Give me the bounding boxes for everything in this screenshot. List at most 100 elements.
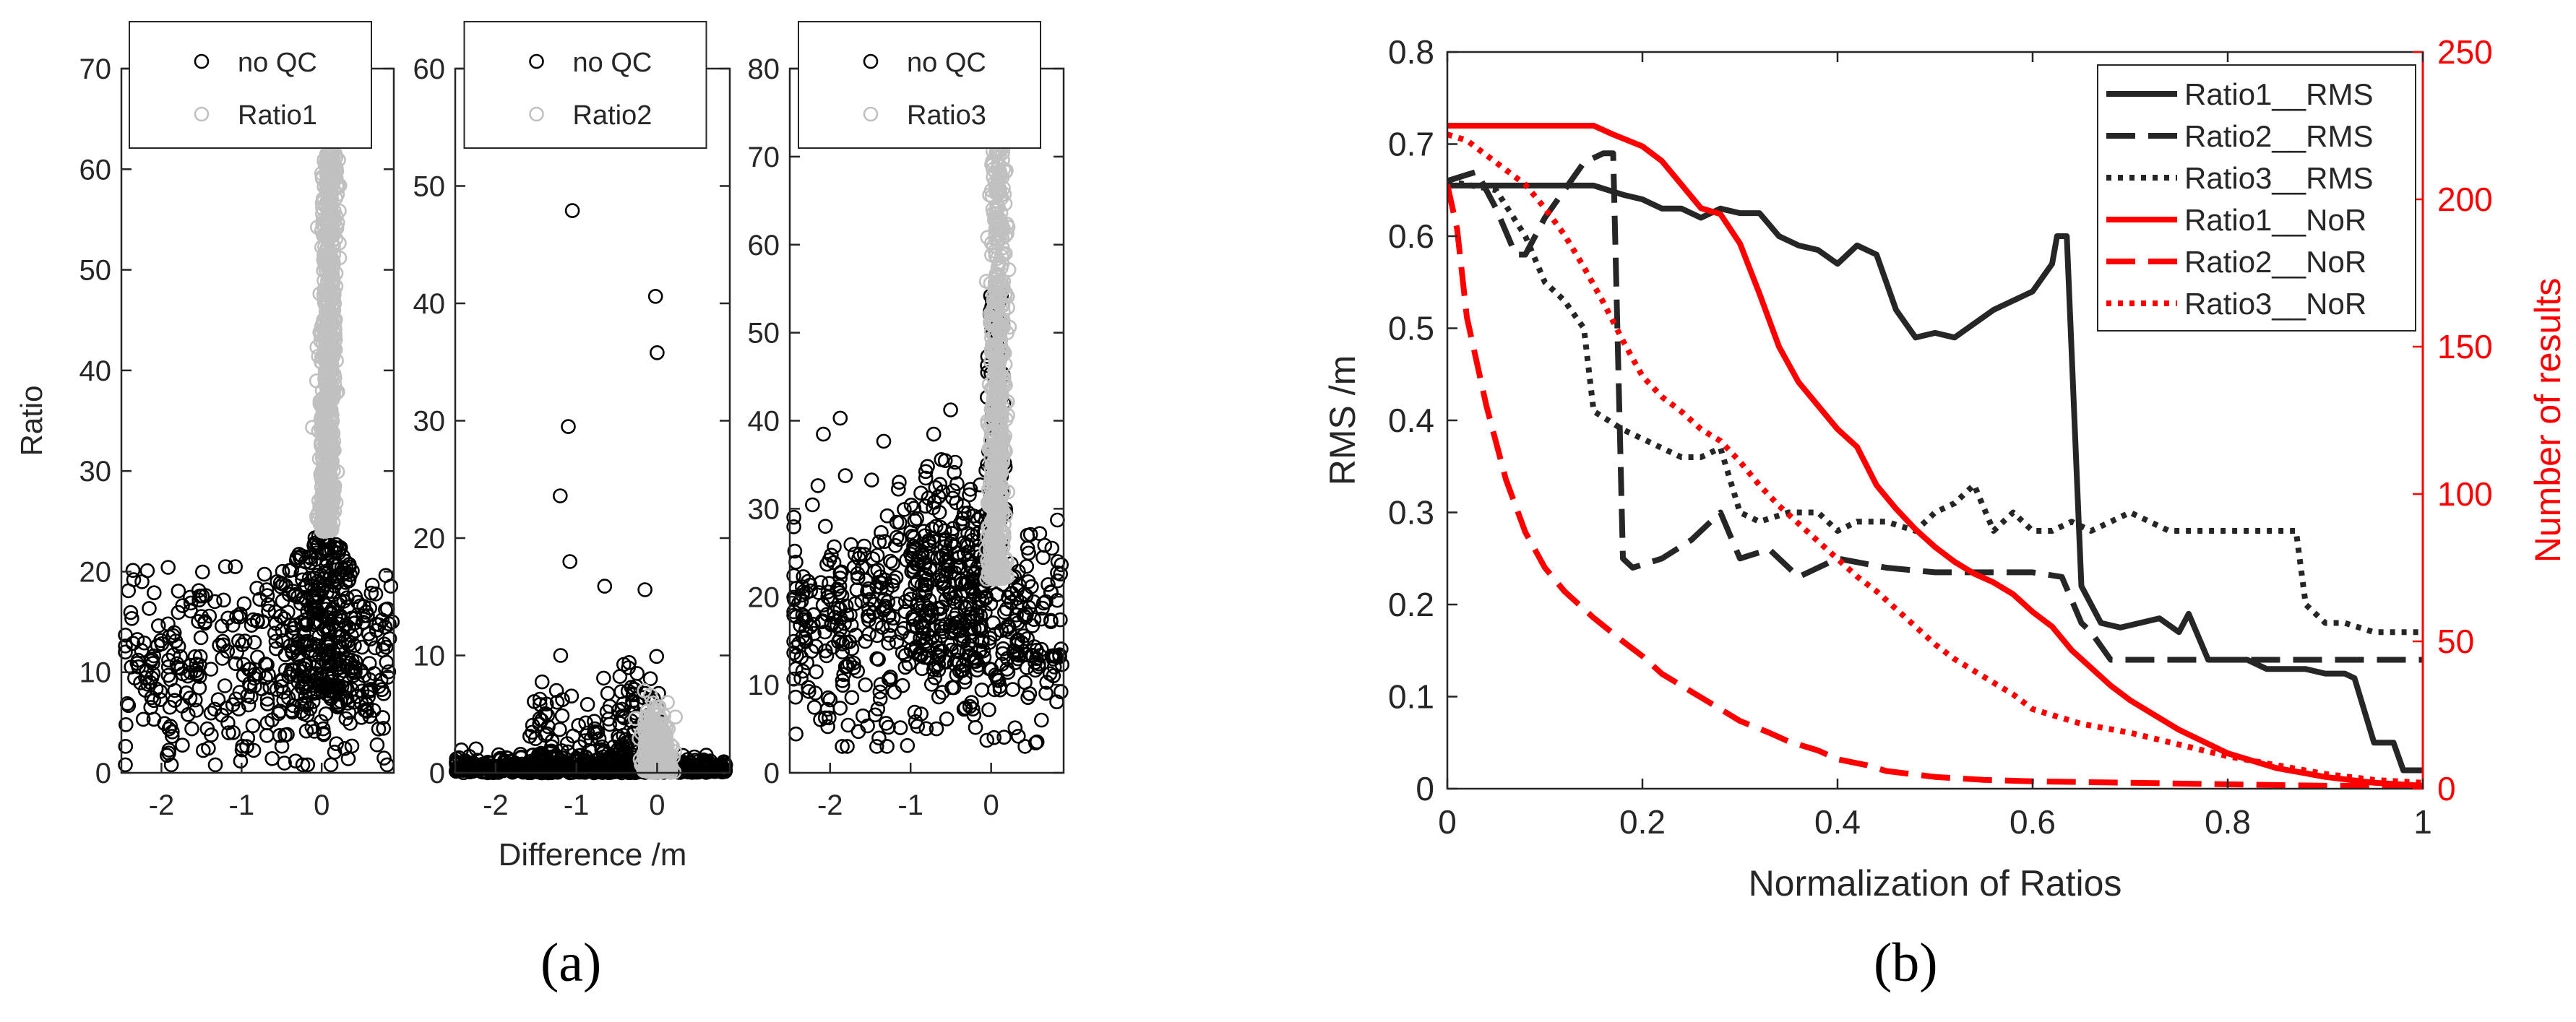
noqc-point [887, 537, 903, 553]
noqc-point [818, 519, 833, 534]
noqc-point [139, 662, 155, 678]
noqc-point [552, 488, 568, 503]
ratio-point [990, 299, 1006, 315]
legend-label-noqc: no QC [573, 48, 652, 78]
noqc-point [182, 589, 198, 605]
noqc-point [362, 683, 378, 699]
noqc-point [836, 667, 851, 683]
noqc-point [786, 645, 801, 661]
noqc-point [903, 592, 918, 607]
noqc-point [250, 649, 265, 665]
noqc-point [1019, 660, 1035, 675]
x-tick-label: 1 [2413, 803, 2432, 841]
noqc-point [822, 552, 837, 568]
noqc-point [822, 710, 837, 726]
noqc-point [1038, 594, 1054, 610]
y-tick-label: 60 [79, 154, 112, 186]
noqc-point [318, 558, 334, 574]
ratio-point [991, 568, 1006, 583]
noqc-point [216, 592, 231, 608]
noqc-point [995, 646, 1010, 662]
noqc-point [143, 653, 159, 669]
noqc-point [869, 651, 884, 667]
noqc-point [522, 728, 538, 744]
noqc-points [448, 203, 733, 781]
noqc-point [318, 602, 334, 617]
x-axis-label: Difference /m [499, 837, 687, 872]
noqc-point [231, 610, 247, 625]
noqc-point [264, 751, 280, 766]
noqc-point [850, 663, 865, 679]
noqc-point [819, 701, 835, 717]
noqc-point [907, 704, 923, 720]
noqc-point [876, 433, 892, 449]
ratio-point [988, 179, 1004, 195]
noqc-point [937, 453, 953, 469]
noqc-point [786, 604, 801, 620]
noqc-point [680, 763, 696, 779]
noqc-point [369, 737, 385, 753]
noqc-point [118, 644, 133, 660]
noqc-point [888, 570, 904, 586]
x-tick-label: 0.2 [1619, 803, 1666, 841]
noqc-point [885, 555, 901, 571]
noqc-point [259, 727, 275, 743]
noqc-point [556, 761, 572, 776]
legend-marker-ratio [194, 106, 210, 122]
noqc-point [340, 651, 356, 667]
legend-box [798, 21, 1041, 149]
noqc-point [587, 714, 602, 729]
noqc-point [375, 642, 391, 658]
noqc-point [947, 454, 963, 470]
noqc-point [806, 616, 821, 632]
ratio-point [988, 399, 1003, 415]
noqc-point [203, 705, 219, 721]
noqc-point [319, 668, 335, 684]
noqc-point [237, 633, 253, 649]
noqc-point [259, 588, 275, 603]
noqc-point [922, 560, 938, 576]
noqc-point [1026, 612, 1042, 628]
noqc-point [562, 554, 578, 569]
ratio-point [324, 503, 340, 519]
noqc-point [939, 711, 955, 727]
ratio-point [987, 405, 1003, 420]
noqc-point [225, 724, 241, 740]
noqc-point [786, 589, 801, 605]
noqc-point [183, 664, 199, 680]
noqc-point [118, 757, 133, 773]
noqc-point [1038, 685, 1054, 701]
noqc-point [309, 535, 324, 550]
noqc-point [642, 671, 658, 687]
ratio-point [993, 280, 1008, 295]
ratio-point [332, 235, 347, 251]
ratio-point [990, 381, 1005, 396]
noqc-point [264, 712, 280, 728]
noqc-point [1054, 557, 1069, 573]
noqc-point [872, 684, 888, 700]
noqc-point [268, 641, 284, 657]
noqc-point [322, 680, 337, 696]
ratio-point [316, 469, 332, 485]
noqc-point [905, 550, 920, 566]
noqc-point [273, 608, 289, 624]
noqc-point [344, 610, 359, 626]
noqc-point [994, 623, 1009, 638]
noqc-point [580, 696, 595, 712]
legend-label: Ratio2__RMS [2184, 119, 2373, 153]
panel-label-b: (b) [1874, 932, 1938, 993]
y-tick-label: 50 [413, 171, 446, 203]
ratio-point [990, 448, 1006, 464]
y-tick-label: 0.2 [1388, 586, 1434, 623]
noqc-point [330, 681, 345, 697]
noqc-point [871, 574, 887, 590]
ratio-point [309, 373, 324, 389]
ratio-point [332, 250, 348, 266]
noqc-point [295, 757, 311, 773]
noqc-point [161, 745, 176, 761]
noqc-point [160, 616, 176, 632]
ratio-point [989, 521, 1004, 537]
x-tick-label: 0.8 [2205, 803, 2251, 841]
noqc-point [938, 568, 954, 584]
noqc-point [348, 664, 363, 680]
